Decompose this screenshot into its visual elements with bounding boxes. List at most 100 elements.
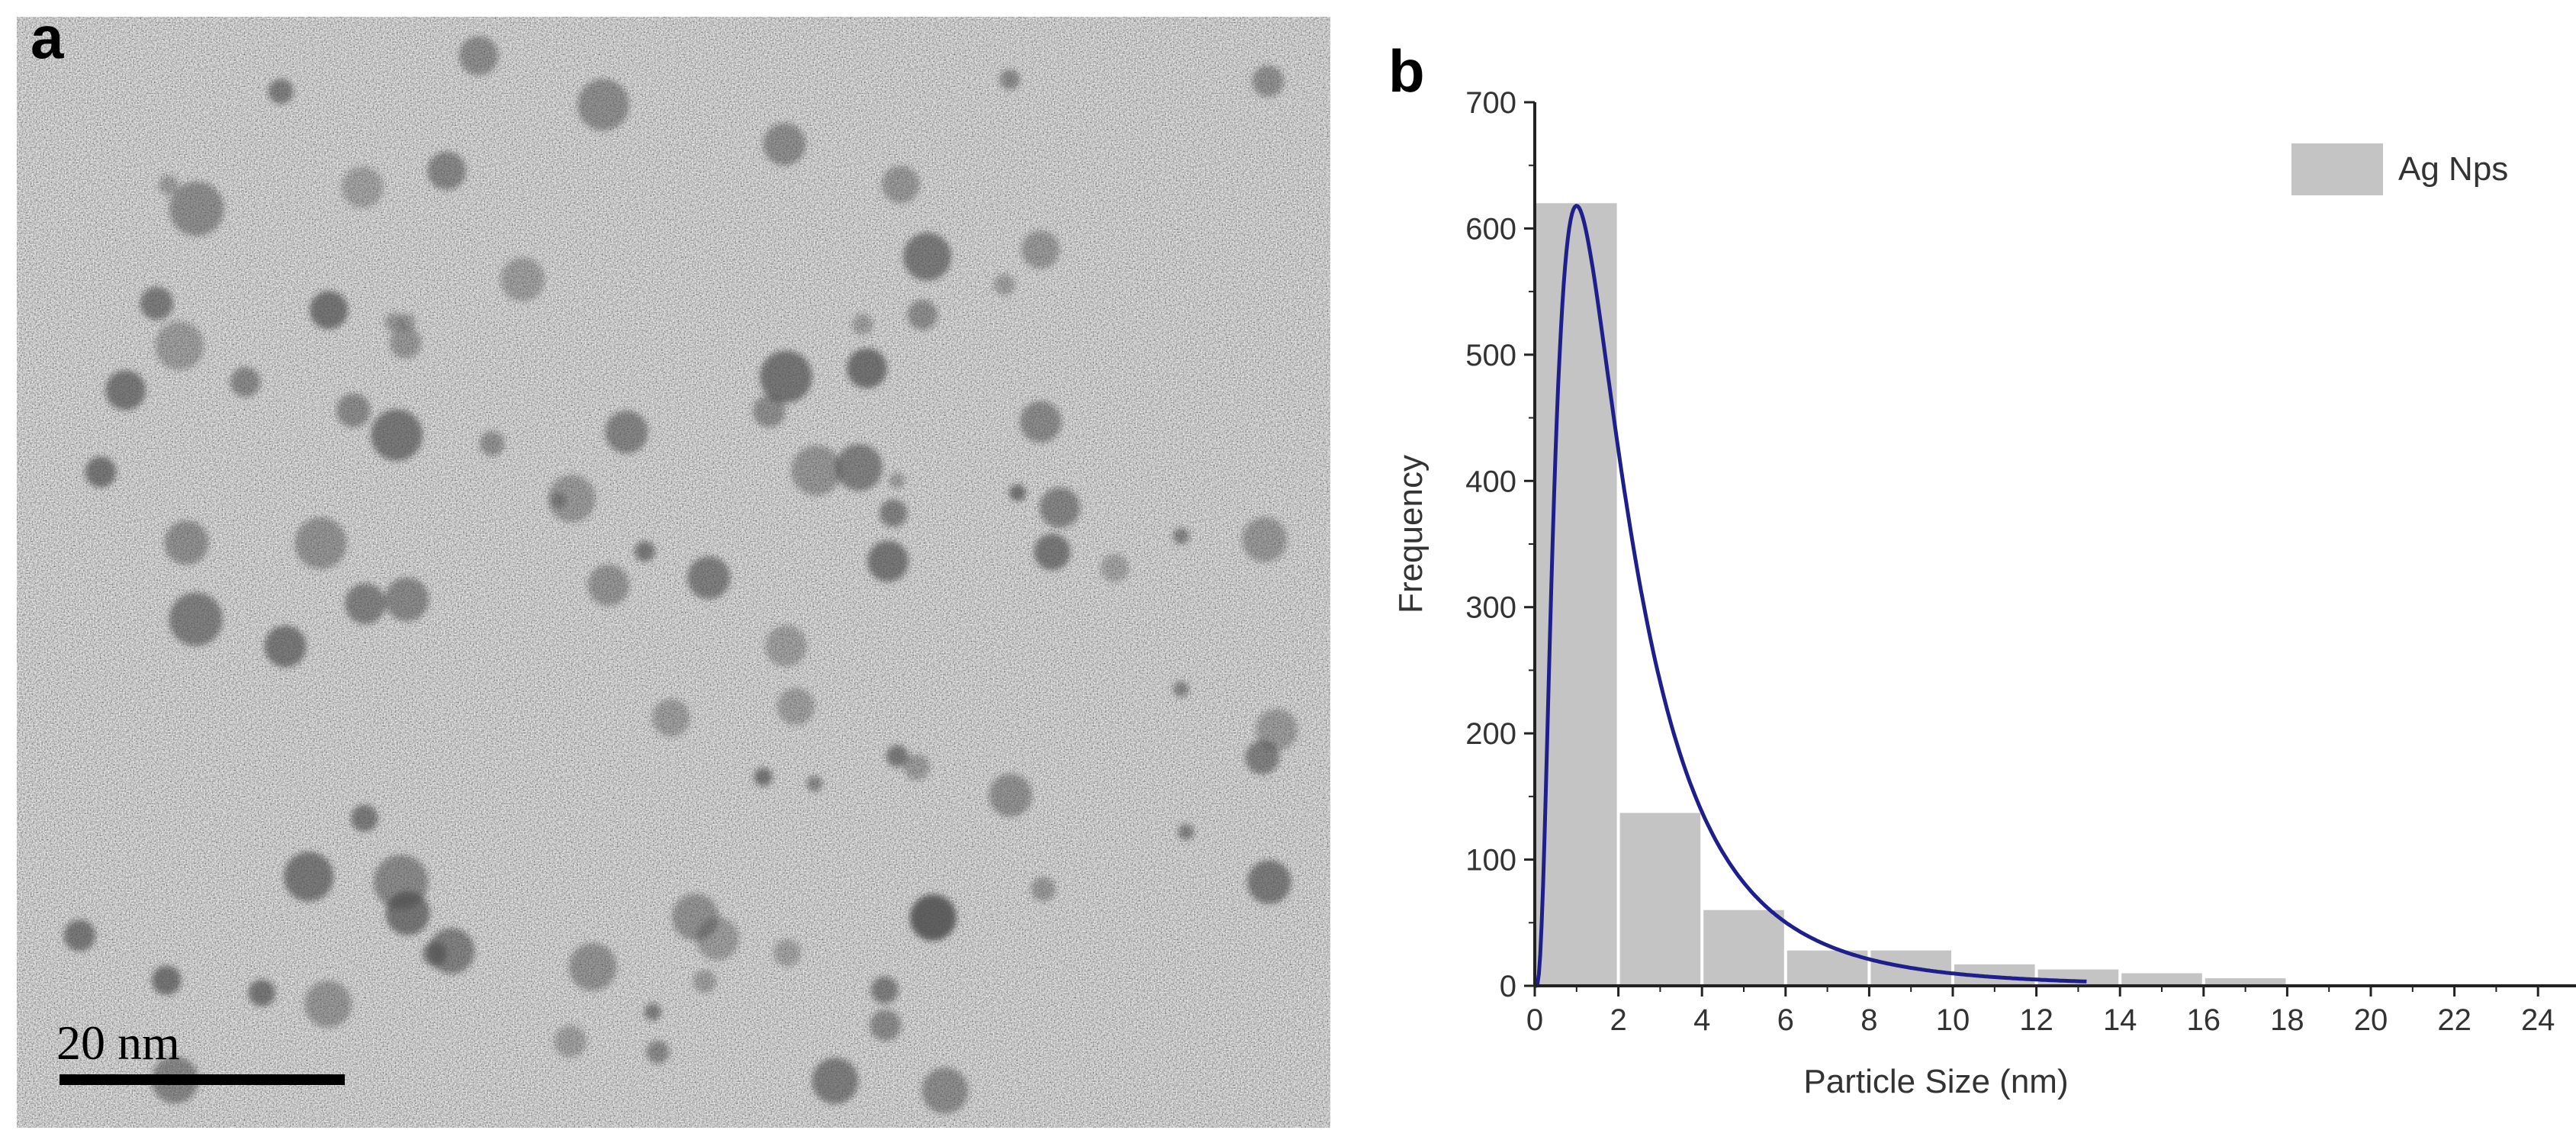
nanoparticle [384, 313, 404, 332]
nanoparticle [754, 768, 773, 787]
nanoparticle [882, 166, 920, 204]
nanoparticle [651, 698, 690, 737]
panel-label-a: a [31, 4, 64, 71]
nanoparticle [910, 893, 957, 941]
nanoparticle [1178, 823, 1195, 841]
nanoparticle [155, 321, 204, 371]
nanoparticle [479, 431, 505, 456]
x-tick-label: 10 [1936, 1003, 1970, 1037]
x-axis-title: Particle Size (nm) [1803, 1063, 2068, 1100]
x-tick-label: 24 [2521, 1003, 2555, 1037]
y-tick-label: 100 [1465, 844, 1516, 877]
nanoparticle [551, 492, 567, 508]
nanoparticle [870, 976, 899, 1004]
nanoparticle [753, 394, 786, 428]
nanoparticle [587, 564, 630, 607]
legend: Ag Nps [2291, 143, 2508, 195]
nanoparticle [1247, 860, 1291, 904]
nanoparticle [389, 327, 422, 359]
nanoparticle [907, 299, 938, 330]
nanoparticle [577, 79, 629, 131]
nanoparticle [350, 804, 378, 832]
nanoparticle [1020, 401, 1062, 443]
nanoparticle [671, 893, 719, 941]
y-axis-title: Frequency [1392, 455, 1430, 613]
nanoparticle [870, 1009, 902, 1042]
x-tick-label: 2 [1610, 1003, 1626, 1037]
nanoparticle [605, 411, 648, 454]
tem-image [17, 17, 1330, 1128]
nanoparticle [644, 1003, 662, 1021]
nanoparticle [847, 348, 887, 388]
nanoparticle [879, 499, 908, 527]
nanoparticle [85, 456, 117, 488]
histogram-bar [2121, 973, 2202, 986]
nanoparticle [428, 928, 475, 974]
x-tick-label: 18 [2270, 1003, 2304, 1037]
scale-bar-label: 20 nm [56, 1016, 180, 1070]
nanoparticle [903, 232, 952, 281]
nanoparticle [554, 1025, 587, 1058]
nanoparticle [385, 890, 430, 935]
nanoparticle [835, 443, 883, 491]
histogram-bar [1703, 910, 1784, 986]
nanoparticle [152, 965, 182, 995]
x-tick-label: 12 [2019, 1003, 2053, 1037]
x-tick-label: 4 [1693, 1003, 1710, 1037]
nanoparticle [989, 774, 1032, 817]
nanoparticle [268, 79, 294, 105]
nanoparticle [1256, 709, 1298, 751]
nanoparticle [773, 939, 802, 967]
nanoparticle [105, 370, 146, 411]
nanoparticle [568, 943, 617, 991]
y-tick-label: 300 [1465, 591, 1516, 625]
axes-layer: 0 2 4 6 8 10 12 14 16 18 20 22 240100200300400500600… [1465, 86, 2576, 1037]
nanoparticle [548, 475, 596, 523]
x-tick-label: 0 [1526, 1003, 1543, 1037]
nanoparticle [63, 919, 96, 951]
legend-swatch [2291, 143, 2383, 195]
nanoparticle [993, 274, 1015, 296]
nanoparticle [158, 175, 178, 195]
nanoparticle [765, 625, 807, 667]
y-tick-label: 0 [1500, 970, 1516, 1003]
nanoparticle [371, 409, 423, 462]
nanoparticle [921, 1067, 969, 1114]
lognormal-fit-curve [1534, 204, 2087, 988]
nanoparticle [1008, 484, 1027, 502]
nanoparticle [230, 366, 261, 398]
y-tick-label: 700 [1465, 86, 1516, 120]
nanoparticle [427, 151, 466, 191]
nanoparticle [812, 1058, 859, 1105]
nanoparticle [646, 1040, 670, 1064]
nanoparticle [806, 775, 823, 792]
nanoparticle [791, 445, 842, 496]
nanoparticle [458, 36, 499, 76]
nanoparticle [1242, 517, 1288, 562]
nanoparticle [999, 69, 1021, 90]
nanoparticle [1172, 681, 1189, 697]
x-tick-label: 6 [1777, 1003, 1794, 1037]
nanoparticle [903, 754, 930, 781]
x-tick-label: 14 [2103, 1003, 2137, 1037]
legend-label: Ag Nps [2398, 150, 2508, 188]
nanoparticle [777, 687, 815, 726]
x-tick-label: 20 [2354, 1003, 2388, 1037]
bars-layer [1536, 203, 2286, 986]
nanoparticle [1034, 533, 1071, 571]
nanoparticle [384, 577, 429, 622]
nanoparticle [693, 970, 717, 993]
x-tick-label: 16 [2187, 1003, 2221, 1037]
nanoparticle [1039, 487, 1080, 528]
histogram-bar [1536, 203, 1617, 986]
histogram-bar [2205, 978, 2286, 986]
histogram-chart: 0 2 4 6 8 10 12 14 16 18 20 22 240100200300400500600… [1392, 86, 2576, 1100]
histogram-bar [2037, 969, 2119, 986]
y-tick-label: 200 [1465, 717, 1516, 751]
nanoparticle [248, 979, 275, 1007]
x-tick-label: 8 [1860, 1003, 1877, 1037]
nanoparticle [336, 393, 371, 428]
nanoparticle [341, 166, 384, 208]
nanoparticle [1021, 230, 1060, 269]
